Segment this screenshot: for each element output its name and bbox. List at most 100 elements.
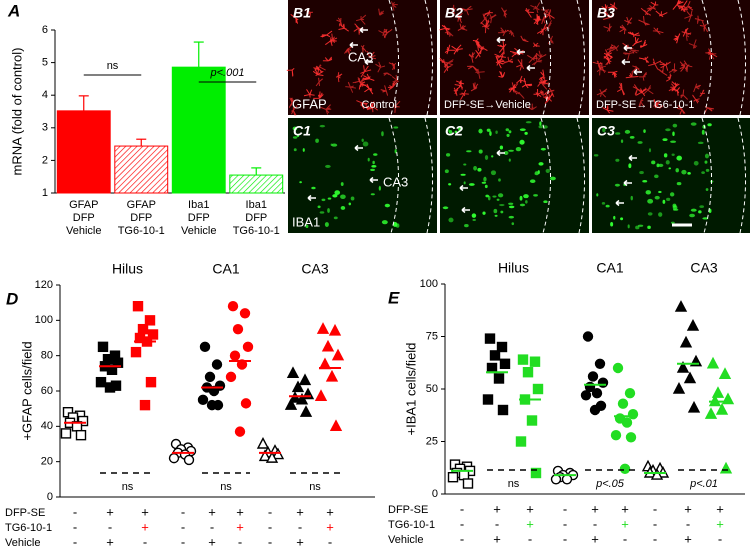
x-tick-label: Iba1 xyxy=(188,199,209,211)
cell xyxy=(704,153,709,159)
cell xyxy=(527,53,539,64)
cell xyxy=(637,141,643,144)
cell xyxy=(291,105,298,116)
point xyxy=(624,388,636,399)
point xyxy=(489,350,501,361)
cell xyxy=(495,55,505,69)
cell xyxy=(675,168,679,173)
cell xyxy=(525,121,532,124)
cell xyxy=(348,202,352,206)
cell xyxy=(444,169,449,174)
cell xyxy=(484,155,489,161)
point xyxy=(75,429,87,441)
cell xyxy=(336,17,343,28)
cell xyxy=(508,205,515,209)
point xyxy=(227,301,239,312)
cell xyxy=(482,18,490,28)
boundary xyxy=(737,0,747,116)
point xyxy=(60,428,72,439)
cell xyxy=(637,224,644,227)
cell xyxy=(453,87,459,96)
cell xyxy=(483,176,487,182)
cell xyxy=(493,208,498,214)
point xyxy=(526,415,538,426)
cell xyxy=(322,56,333,62)
table-cell: + xyxy=(493,501,501,516)
cell xyxy=(671,81,680,92)
cell xyxy=(638,56,650,64)
panel-label: C1 xyxy=(293,123,311,139)
region-label: CA3 xyxy=(383,174,408,189)
cell xyxy=(331,143,338,147)
table-cell: + xyxy=(141,504,149,519)
cell xyxy=(541,9,550,15)
cell xyxy=(303,89,315,98)
micrograph xyxy=(592,0,750,115)
point xyxy=(704,407,718,419)
point xyxy=(529,356,541,367)
cell xyxy=(519,128,526,132)
cell xyxy=(668,167,672,170)
x-tick-label: Iba1 xyxy=(246,199,267,211)
cell xyxy=(701,129,705,135)
cell xyxy=(629,136,635,139)
cell xyxy=(445,153,451,157)
x-tick-label: Vehicle xyxy=(66,225,101,237)
table-cell: + xyxy=(141,519,149,534)
point xyxy=(299,405,313,417)
cell xyxy=(687,172,691,175)
cell xyxy=(448,217,454,223)
comparison-label: ns xyxy=(309,481,321,493)
point xyxy=(706,356,720,369)
cell xyxy=(655,10,668,18)
cell xyxy=(451,44,463,55)
cell xyxy=(665,160,670,165)
point xyxy=(532,383,544,395)
condition-label: Control xyxy=(362,99,397,111)
cell xyxy=(496,198,500,201)
point xyxy=(718,367,732,379)
cell xyxy=(681,1,694,12)
cell xyxy=(635,225,640,230)
cell xyxy=(344,46,352,56)
cell xyxy=(524,131,528,135)
cell xyxy=(685,29,692,41)
cell xyxy=(515,75,527,84)
point xyxy=(130,346,142,358)
cell xyxy=(602,105,614,114)
cell xyxy=(498,27,509,37)
point xyxy=(271,447,285,460)
point xyxy=(447,472,459,483)
cell xyxy=(499,145,504,150)
cell xyxy=(596,193,599,197)
cell xyxy=(670,140,677,143)
cell xyxy=(658,190,662,194)
bar xyxy=(229,174,284,194)
cell xyxy=(665,128,671,132)
cell xyxy=(506,133,510,137)
cell xyxy=(680,89,689,100)
cell xyxy=(640,7,652,16)
y-tick-label: 100 xyxy=(420,278,438,290)
micrograph xyxy=(440,118,589,233)
cell xyxy=(639,171,644,175)
table-cell: - xyxy=(563,501,567,516)
comparison-label: ns xyxy=(220,481,232,493)
x-tick-label: TG6-10-1 xyxy=(118,225,165,237)
cell xyxy=(606,44,614,53)
cell xyxy=(638,16,650,26)
cell xyxy=(315,138,319,143)
cell xyxy=(699,21,709,33)
boundary xyxy=(424,117,434,234)
cell xyxy=(290,14,299,24)
cell xyxy=(627,224,630,229)
cell xyxy=(468,52,476,63)
point xyxy=(256,436,270,449)
cell xyxy=(459,5,473,16)
cell xyxy=(495,130,498,134)
cell xyxy=(601,4,608,14)
stain-label: IBA1 xyxy=(292,214,320,229)
cell xyxy=(327,208,330,213)
cell xyxy=(470,82,479,92)
